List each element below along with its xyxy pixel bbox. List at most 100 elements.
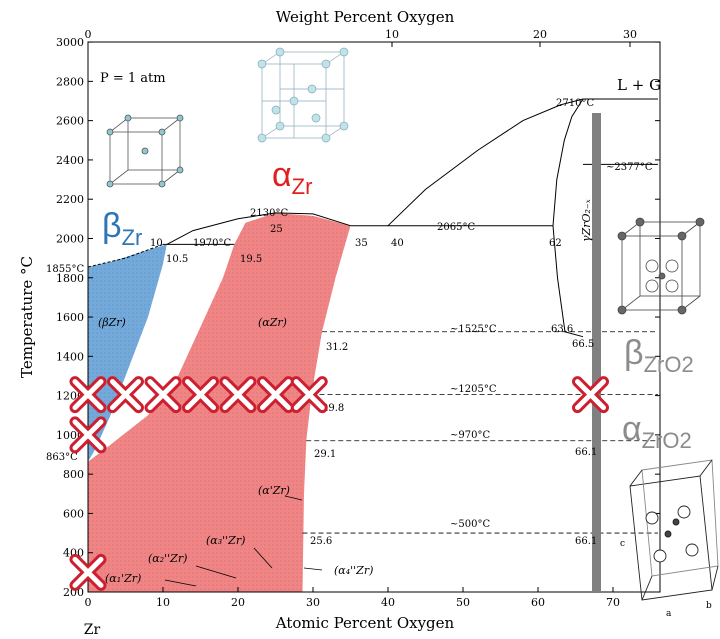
alpha-zr-phase-label: (αZr) — [258, 316, 287, 329]
temp-2710: 2710°C — [556, 98, 594, 109]
temperature-labels: 2710°C ~2377°C 2130°C 2065°C 1970°C 1855… — [46, 98, 653, 530]
alpha3-label: (α₃''Zr) — [206, 534, 245, 547]
x-marker — [572, 376, 609, 414]
comp-66-1-a: 66.1 — [575, 447, 597, 458]
comp-63-6: 63.6 — [551, 324, 573, 335]
x-marker — [219, 376, 257, 414]
y-tick-label: 3000 — [56, 36, 84, 49]
svg-text:a: a — [666, 609, 672, 619]
temp-2377: ~2377°C — [606, 162, 653, 173]
temp-970: ~970°C — [450, 430, 490, 441]
x-tick-label: 0 — [85, 596, 92, 609]
comp-62: 62 — [549, 238, 562, 249]
top-axis-title: Weight Percent Oxygen — [276, 8, 455, 26]
alpha-zro2-big-label: αZrO2 — [622, 410, 692, 453]
alpha4-label: (α₄''Zr) — [334, 564, 373, 577]
phase-boundaries — [87, 98, 658, 338]
x-marker — [69, 376, 107, 414]
y-tick-label: 1800 — [56, 272, 84, 285]
temp-500: ~500°C — [450, 519, 490, 530]
comp-66-5: 66.5 — [572, 339, 594, 350]
boundary-line — [166, 212, 351, 245]
y-tick-label: 1400 — [56, 350, 84, 363]
temp-1205: ~1205°C — [450, 384, 497, 395]
boundary-line — [87, 243, 164, 268]
x-tick-label: 40 — [381, 596, 395, 609]
x-marker — [257, 376, 294, 414]
x-axis-title: Atomic Percent Oxygen — [275, 614, 455, 632]
boundary-line — [552, 225, 584, 338]
phase-labels: (βZr) (αZr) (α'Zr) (α₁'Zr) (α₂''Zr) (α₃'… — [98, 199, 593, 585]
x-marker — [69, 416, 107, 454]
x-marker — [290, 376, 328, 414]
x-marker — [182, 376, 219, 414]
top-tick-label: 30 — [623, 28, 637, 41]
top-tick-label: 10 — [385, 28, 399, 41]
beta-zro2-big-label: βZrO2 — [624, 334, 694, 377]
temp-1855: 1855°C — [46, 264, 84, 275]
phase-arrows — [164, 495, 323, 587]
x-tick-label: 70 — [606, 596, 620, 609]
temp-1970: 1970°C — [193, 238, 231, 249]
beta-zr-crystal-icon — [106, 114, 184, 188]
x-tick-label: 50 — [456, 596, 470, 609]
zr-element-label: Zr — [84, 622, 101, 638]
composition-labels: 10 10.5 19.5 25 35 40 62 63.6 66.5 66.1 … — [150, 224, 597, 547]
comp-35: 35 — [355, 238, 368, 249]
y-axis-ticks: 2004006008001000120014001600180020002200… — [56, 36, 660, 599]
beta-zro2-main: β — [624, 334, 644, 372]
y-tick-label: 2000 — [56, 232, 84, 245]
pressure-label: P = 1 atm — [100, 71, 166, 86]
x-marker — [69, 553, 107, 591]
boundary-line — [387, 98, 584, 227]
boundary-line — [552, 98, 584, 226]
y-tick-label: 800 — [63, 468, 84, 481]
beta-zr-big-label: βZr — [102, 207, 142, 250]
alpha-zr-main: α — [272, 156, 292, 194]
top-tick-label: 0 — [85, 28, 92, 41]
temp-1525: ~1525°C — [450, 324, 497, 335]
alpha-prime-label: (α'Zr) — [258, 484, 290, 497]
y-tick-label: 2200 — [56, 193, 84, 206]
alpha-zr-big-label: αZr — [272, 156, 312, 199]
x-tick-label: 10 — [156, 596, 170, 609]
x-tick-label: 30 — [306, 596, 320, 609]
x-marker — [107, 376, 144, 414]
alpha-zr-region-dots — [88, 212, 351, 592]
comp-29-8: 29.8 — [322, 403, 344, 414]
x-axis-ticks: 0 10 20 30 40 50 60 70 — [85, 587, 620, 609]
x-markers — [69, 376, 609, 591]
x-tick-label: 60 — [531, 596, 545, 609]
alpha-zro2-main: α — [622, 410, 642, 448]
y-axis-title: Temperature °C — [18, 256, 36, 378]
zro2-phase-label: γZrO₂₋ₓ — [580, 199, 593, 242]
beta-zro2-sub: ZrO2 — [644, 352, 694, 377]
liquid-gas-label: L + G — [617, 76, 661, 94]
alpha1-label: (α₁'Zr) — [105, 572, 141, 585]
zro2-phase-bar — [592, 113, 601, 592]
top-axis-ticks: 0 10 20 30 — [85, 28, 637, 47]
alpha2-label: (α₂''Zr) — [148, 552, 187, 565]
beta-zr-sub: Zr — [122, 225, 143, 250]
comp-25: 25 — [270, 224, 283, 235]
alpha-zr-sub: Zr — [292, 174, 313, 199]
alpha-zr-crystal-icon — [257, 47, 349, 143]
alpha-zro2-sub: ZrO2 — [642, 428, 692, 453]
y-tick-label: 2800 — [56, 75, 84, 88]
comp-31-2: 31.2 — [326, 342, 348, 353]
comp-66-1-b: 66.1 — [575, 536, 597, 547]
beta-zr-main: β — [102, 207, 122, 245]
comp-10-5: 10.5 — [166, 254, 188, 265]
comp-29-1: 29.1 — [314, 449, 336, 460]
x-marker — [144, 376, 182, 414]
x-tick-label: 20 — [231, 596, 245, 609]
y-tick-label: 2600 — [56, 115, 84, 128]
y-tick-label: 600 — [63, 507, 84, 520]
comp-25-6: 25.6 — [310, 536, 332, 547]
temp-2065: 2065°C — [437, 222, 475, 233]
top-tick-label: 20 — [533, 28, 547, 41]
temp-863: 863°C — [46, 452, 78, 463]
y-tick-label: 2400 — [56, 154, 84, 167]
